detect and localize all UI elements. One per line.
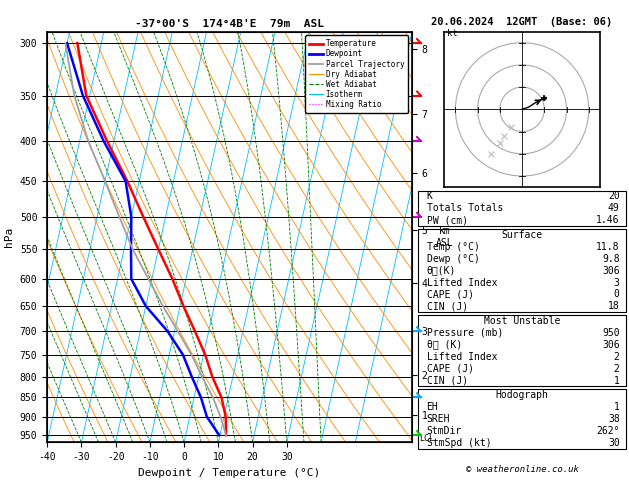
Text: © weatheronline.co.uk: © weatheronline.co.uk bbox=[465, 466, 579, 474]
Text: CAPE (J): CAPE (J) bbox=[426, 364, 474, 374]
Text: Pressure (mb): Pressure (mb) bbox=[426, 328, 503, 338]
Text: 11.8: 11.8 bbox=[596, 242, 620, 252]
Bar bbox=[418, 191, 626, 226]
Text: CIN (J): CIN (J) bbox=[426, 301, 468, 312]
Bar bbox=[418, 315, 626, 386]
Legend: Temperature, Dewpoint, Parcel Trajectory, Dry Adiabat, Wet Adiabat, Isotherm, Mi: Temperature, Dewpoint, Parcel Trajectory… bbox=[305, 35, 408, 113]
Text: 20: 20 bbox=[608, 191, 620, 202]
Bar bbox=[418, 229, 626, 312]
Text: 20.06.2024  12GMT  (Base: 06): 20.06.2024 12GMT (Base: 06) bbox=[431, 17, 613, 27]
Text: SREH: SREH bbox=[426, 414, 450, 424]
Text: Surface: Surface bbox=[501, 230, 543, 240]
Text: 950: 950 bbox=[602, 328, 620, 338]
Text: CAPE (J): CAPE (J) bbox=[426, 290, 474, 299]
Text: 1: 1 bbox=[614, 376, 620, 385]
Text: 30: 30 bbox=[608, 437, 620, 448]
Text: Lifted Index: Lifted Index bbox=[426, 278, 497, 288]
Text: 49: 49 bbox=[608, 204, 620, 213]
Bar bbox=[418, 389, 626, 449]
Text: EH: EH bbox=[426, 402, 438, 412]
Text: 262°: 262° bbox=[596, 426, 620, 435]
Text: 2: 2 bbox=[614, 364, 620, 374]
Text: 2: 2 bbox=[614, 351, 620, 362]
X-axis label: Dewpoint / Temperature (°C): Dewpoint / Temperature (°C) bbox=[138, 468, 321, 478]
Y-axis label: km
ASL: km ASL bbox=[435, 226, 453, 248]
Text: 306: 306 bbox=[602, 340, 620, 349]
Text: θᴁ(K): θᴁ(K) bbox=[426, 265, 456, 276]
Text: LCL: LCL bbox=[419, 434, 434, 443]
Text: K: K bbox=[426, 191, 433, 202]
Text: θᴁ (K): θᴁ (K) bbox=[426, 340, 462, 349]
Text: CIN (J): CIN (J) bbox=[426, 376, 468, 385]
Text: 18: 18 bbox=[608, 301, 620, 312]
Text: 38: 38 bbox=[608, 414, 620, 424]
Text: StmSpd (kt): StmSpd (kt) bbox=[426, 437, 491, 448]
Text: Temp (°C): Temp (°C) bbox=[426, 242, 479, 252]
Text: Totals Totals: Totals Totals bbox=[426, 204, 503, 213]
Text: 9.8: 9.8 bbox=[602, 254, 620, 263]
Text: 0: 0 bbox=[614, 290, 620, 299]
Text: Dewp (°C): Dewp (°C) bbox=[426, 254, 479, 263]
Title: -37°00'S  174°4B'E  79m  ASL: -37°00'S 174°4B'E 79m ASL bbox=[135, 19, 324, 30]
Text: 3: 3 bbox=[614, 278, 620, 288]
Text: Hodograph: Hodograph bbox=[496, 390, 548, 400]
Text: 306: 306 bbox=[602, 265, 620, 276]
Text: PW (cm): PW (cm) bbox=[426, 215, 468, 226]
Text: 1.46: 1.46 bbox=[596, 215, 620, 226]
Text: Lifted Index: Lifted Index bbox=[426, 351, 497, 362]
Text: kt: kt bbox=[447, 29, 457, 38]
Text: 1: 1 bbox=[614, 402, 620, 412]
Text: Most Unstable: Most Unstable bbox=[484, 316, 560, 326]
Text: StmDir: StmDir bbox=[426, 426, 462, 435]
Y-axis label: hPa: hPa bbox=[4, 227, 14, 247]
